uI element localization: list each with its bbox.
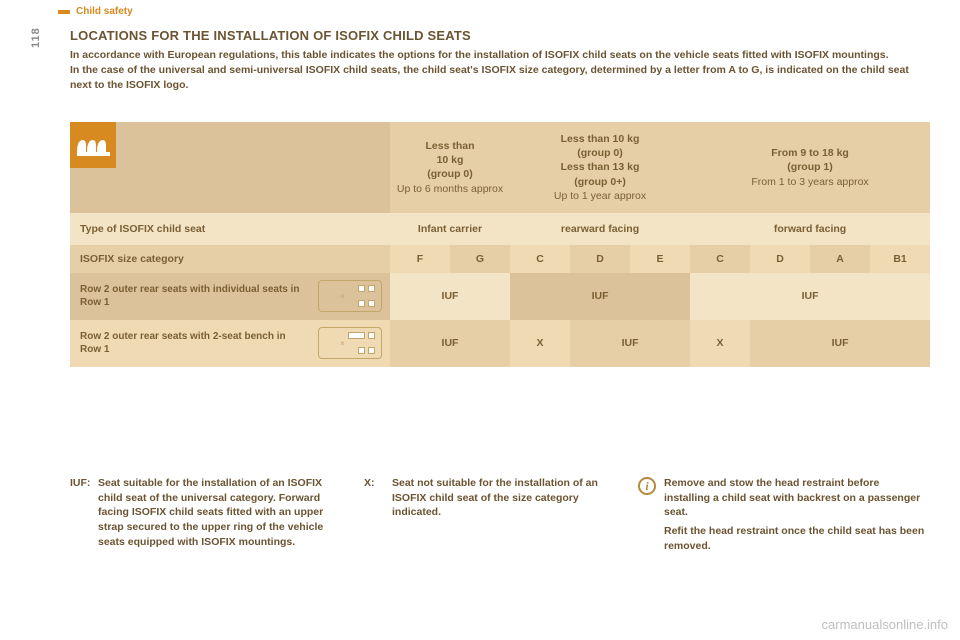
size-F: F xyxy=(390,245,450,273)
seat-row-1-cell-0: IUF xyxy=(390,273,510,320)
top-rule xyxy=(58,10,70,14)
footer-notes: IUF: Seat suitable for the installation … xyxy=(70,476,930,557)
seat-row-2-cell-4: IUF xyxy=(750,320,930,367)
footer-iuf: Seat suitable for the installation of an… xyxy=(98,476,338,549)
page-title: LOCATIONS FOR THE INSTALLATION OF ISOFIX… xyxy=(70,28,471,43)
type-infant-carrier: Infant carrier xyxy=(390,213,510,245)
isofix-table: Less than 10 kg (group 0) Up to 6 months… xyxy=(70,122,930,367)
weight-group-2: From 9 to 18 kg (group 1) From 1 to 3 ye… xyxy=(690,122,930,213)
size-A: A xyxy=(810,245,870,273)
size-C2: C xyxy=(690,245,750,273)
seat-row-2-diagram: × xyxy=(310,320,390,367)
page-number: 118 xyxy=(30,27,42,48)
seat-row-2-cell-3: X xyxy=(690,320,750,367)
watermark: carmanualsonline.info xyxy=(822,617,948,632)
section-label: Child safety xyxy=(76,6,133,17)
weight-group-0: Less than 10 kg (group 0) Up to 6 months… xyxy=(390,122,510,213)
size-C1: C xyxy=(510,245,570,273)
seat-row-1-cell-1: IUF xyxy=(510,273,690,320)
type-forward: forward facing xyxy=(690,213,930,245)
footer-info: Remove and stow the head restraint befor… xyxy=(664,476,926,557)
size-G: G xyxy=(450,245,510,273)
info-icon: i xyxy=(638,477,656,495)
seat-row-2-cell-0: IUF xyxy=(390,320,510,367)
intro-text: In accordance with European regulations,… xyxy=(70,48,930,94)
size-E: E xyxy=(630,245,690,273)
size-D2: D xyxy=(750,245,810,273)
seat-row-1-cell-2: IUF xyxy=(690,273,930,320)
size-B1: B1 xyxy=(870,245,930,273)
footer-x: Seat not suitable for the installation o… xyxy=(392,476,612,520)
weight-group-1: Less than 10 kg (group 0) Less than 13 k… xyxy=(510,122,690,213)
seat-row-2-cell-1: X xyxy=(510,320,570,367)
size-D1: D xyxy=(570,245,630,273)
seats-icon xyxy=(70,122,116,168)
row-size-label: ISOFIX size category xyxy=(70,245,390,273)
seat-row-2-cell-2: IUF xyxy=(570,320,690,367)
row-type-label: Type of ISOFIX child seat xyxy=(70,213,390,245)
seat-row-2-label: Row 2 outer rear seats with 2-seat bench… xyxy=(70,320,310,367)
seat-row-1-label: Row 2 outer rear seats with individual s… xyxy=(70,273,310,320)
type-rearward: rearward facing xyxy=(510,213,690,245)
seat-row-1-diagram: × xyxy=(310,273,390,320)
